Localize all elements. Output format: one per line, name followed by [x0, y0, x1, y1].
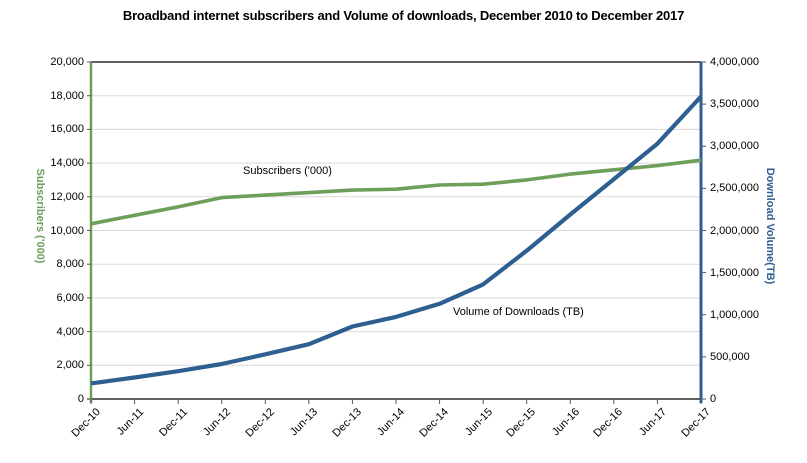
y-left-tick-label: 10,000 — [50, 224, 84, 237]
chart-title: Broadband internet subscribers and Volum… — [122, 8, 685, 23]
series-label: Subscribers ('000) — [243, 165, 332, 177]
y-left-tick-label: 8,000 — [56, 258, 84, 271]
y-right-tick-label: 3,000,000 — [710, 140, 759, 153]
series-line-downloads — [90, 95, 703, 386]
y-right-tick-label: 4,000,000 — [710, 56, 759, 68]
y-left-tick-label: 20,000 — [50, 56, 84, 68]
y-right-axis-title: Download Volume(TB) — [764, 167, 776, 285]
y-left-tick-label: 16,000 — [50, 123, 84, 136]
y-left-tick-label: 14,000 — [50, 157, 84, 170]
y-left-tick-label: 12,000 — [50, 190, 84, 203]
series-label: Volume of Downloads (TB) — [453, 306, 584, 318]
y-right-tick-label: 3,500,000 — [710, 98, 759, 111]
y-right-tick-label: 2,500,000 — [710, 182, 759, 195]
y-right-tick-label: 1,500,000 — [710, 266, 759, 279]
y-right-tick-label: 500,000 — [710, 350, 750, 363]
series-line-subscribers — [90, 158, 702, 226]
y-right-tick-label: 0 — [710, 393, 717, 405]
y-left-tick-label: 0 — [77, 393, 84, 405]
y-left-tick-label: 6,000 — [56, 291, 84, 304]
y-left-tick-label: 2,000 — [56, 359, 84, 372]
y-left-axis-title: Subscribers ('000) — [34, 168, 46, 264]
y-left-tick-label: 18,000 — [50, 89, 84, 102]
y-left-tick-label: 4,000 — [56, 325, 84, 338]
y-right-tick-label: 1,000,000 — [710, 308, 759, 321]
y-right-tick-label: 2,000,000 — [710, 224, 759, 237]
